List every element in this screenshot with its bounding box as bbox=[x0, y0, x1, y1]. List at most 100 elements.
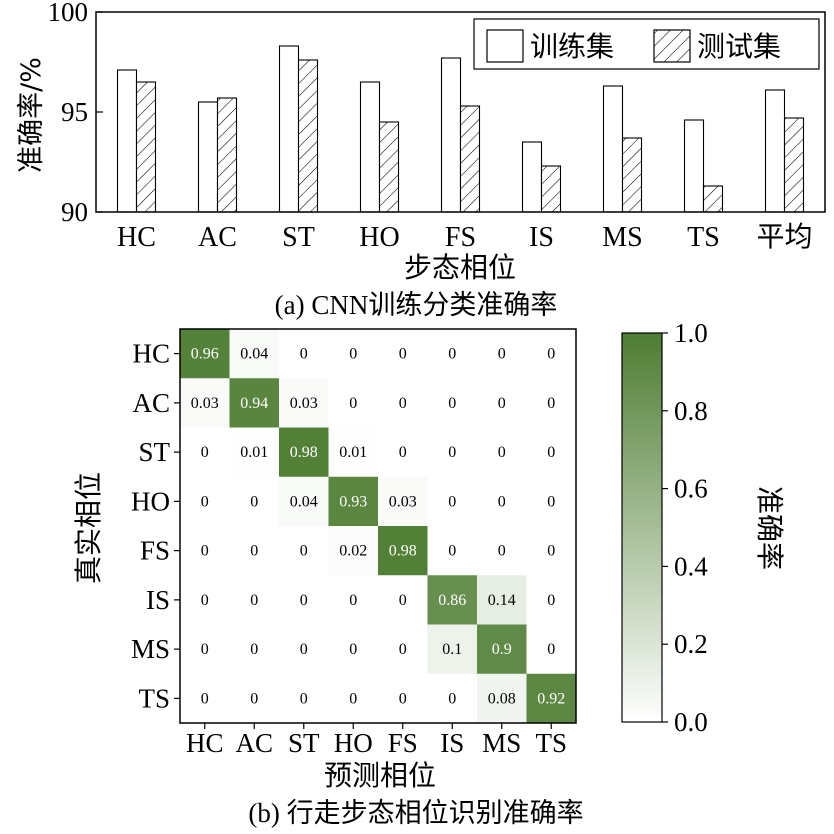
heatmap-cell-value: 0.04 bbox=[290, 493, 318, 510]
heatmap-cell bbox=[427, 526, 478, 576]
heatmap-cell-value: 0.08 bbox=[488, 690, 516, 707]
heatmap-cell bbox=[477, 378, 527, 428]
bar-train-2 bbox=[278, 45, 300, 213]
heatmap-cell bbox=[328, 476, 379, 527]
heatmap-cell bbox=[279, 329, 329, 379]
heatmap-cells: 0.96 0.04 0 0 0 0 0 0 0.03 0.94 0.03 0 0 0 0 0 0 0.01 0.98… bbox=[180, 329, 577, 724]
bar-y-axis-label: 准确率/% bbox=[16, 57, 47, 173]
heatmap-cell bbox=[180, 476, 230, 527]
bar-train-7 bbox=[683, 119, 705, 213]
heatmap-cell bbox=[279, 575, 329, 625]
heatmap-cell bbox=[229, 378, 280, 428]
heatmap-x-tick-label: HO bbox=[334, 728, 373, 758]
heatmap-cell-value: 0.9 bbox=[492, 641, 512, 658]
heatmap-cell-value: 0 bbox=[448, 444, 456, 461]
heatmap-y-tick-label: HC bbox=[132, 339, 170, 369]
heatmap-cell bbox=[526, 624, 577, 675]
heatmap-cell-value: 0.14 bbox=[488, 592, 516, 609]
heatmap-cell bbox=[279, 624, 329, 675]
heatmap-cell bbox=[328, 526, 379, 576]
heatmap-cell-value: 0 bbox=[349, 690, 357, 707]
heatmap-cell-value: 0 bbox=[349, 592, 357, 609]
heatmap-cell bbox=[378, 476, 428, 527]
heatmap-cell-value: 0 bbox=[498, 543, 506, 560]
heatmap-cell-value: 0 bbox=[399, 346, 407, 363]
heatmap-x-tick-label: FS bbox=[388, 728, 418, 758]
heatmap-cell-value: 0 bbox=[250, 641, 258, 658]
bar-test-5 bbox=[540, 165, 562, 213]
heatmap-cell bbox=[378, 378, 428, 428]
heatmap-panel: 0.96 0.04 0 0 0 0 0 0 0.03 0.94 0.03 0 0 0 0 0 0 0.01 0.98… bbox=[72, 318, 786, 828]
bar-train-8 bbox=[764, 89, 786, 213]
colorbar-tick-label: 0.8 bbox=[674, 396, 708, 426]
heatmap-cell-value: 0.94 bbox=[240, 395, 268, 412]
colorbar-gradient bbox=[621, 332, 663, 723]
heatmap-cell bbox=[328, 575, 379, 625]
heatmap-x-tick-label: HC bbox=[186, 728, 224, 758]
heatmap-cell bbox=[328, 427, 379, 478]
heatmap-cell bbox=[526, 378, 577, 428]
heatmap-cell-value: 0.03 bbox=[191, 395, 219, 412]
bar-x-tick-label: AC bbox=[198, 222, 237, 253]
bar-y-ticks: 90 95 100 bbox=[48, 0, 103, 227]
heatmap-x-tick-label: IS bbox=[440, 728, 464, 758]
heatmap-cell bbox=[180, 673, 230, 724]
heatmap-cell-value: 0 bbox=[448, 395, 456, 412]
heatmap-cell-value: 0.03 bbox=[389, 493, 417, 510]
colorbar-tick-label: 1.0 bbox=[674, 318, 708, 348]
heatmap-cell bbox=[328, 378, 379, 428]
heatmap-cell-value: 0 bbox=[498, 395, 506, 412]
bar-train-4 bbox=[440, 57, 462, 213]
heatmap-y-tick-label: FS bbox=[140, 536, 170, 566]
heatmap-cell bbox=[427, 427, 478, 478]
heatmap-cell bbox=[378, 673, 428, 724]
heatmap-cell-value: 0 bbox=[399, 641, 407, 658]
heatmap-cell bbox=[526, 575, 577, 625]
heatmap-cell bbox=[180, 526, 230, 576]
bar-test-2 bbox=[297, 59, 319, 213]
caption-a: (a) CNN训练分类准确率 bbox=[275, 290, 558, 320]
colorbar-tick-label: 0.4 bbox=[674, 551, 708, 581]
heatmap-cell-value: 0 bbox=[201, 444, 209, 461]
heatmap-cell bbox=[378, 624, 428, 675]
heatmap-y-tick-label: TS bbox=[138, 683, 170, 713]
heatmap-cell bbox=[180, 427, 230, 478]
heatmap-x-tick-label: TS bbox=[535, 728, 567, 758]
heatmap-cell-value: 0 bbox=[250, 543, 258, 560]
bar-x-tick-label: HC bbox=[117, 222, 156, 253]
heatmap-cell bbox=[378, 329, 428, 379]
bar-test-7 bbox=[702, 185, 724, 213]
heatmap-x-tick-label: MS bbox=[482, 728, 521, 758]
bar-test-8 bbox=[783, 117, 805, 213]
heatmap-y-tick-label: MS bbox=[131, 634, 170, 664]
heatmap-cell bbox=[427, 329, 478, 379]
heatmap-cell-value: 0.04 bbox=[240, 346, 268, 363]
heatmap-x-axis-label: 预测相位 bbox=[324, 759, 436, 792]
heatmap-cell bbox=[526, 476, 577, 527]
heatmap-y-tick-label: IS bbox=[146, 585, 170, 615]
bar-x-axis-label: 步态相位 bbox=[404, 251, 516, 284]
heatmap-cell-value: 0 bbox=[349, 641, 357, 658]
heatmap-cell-value: 0 bbox=[547, 641, 555, 658]
heatmap-cell-value: 0.01 bbox=[339, 444, 367, 461]
heatmap-cell bbox=[477, 624, 527, 675]
caption-b: (b) 行走步态相位识别准确率 bbox=[248, 798, 583, 828]
heatmap-y-tick-label: AC bbox=[132, 388, 170, 418]
heatmap-cell bbox=[279, 673, 329, 724]
bar-test-3 bbox=[378, 121, 400, 213]
heatmap-cell-value: 0 bbox=[300, 592, 308, 609]
bar-y-tick-label: 95 bbox=[61, 97, 88, 127]
heatmap-cell bbox=[526, 526, 577, 576]
legend-frame bbox=[473, 18, 820, 70]
heatmap-cell-value: 0 bbox=[498, 493, 506, 510]
heatmap-cell-value: 0.03 bbox=[290, 395, 318, 412]
heatmap-cell-value: 0.93 bbox=[339, 493, 367, 510]
heatmap-cell-value: 0 bbox=[547, 395, 555, 412]
heatmap-cell-value: 0 bbox=[300, 346, 308, 363]
heatmap-cell bbox=[229, 575, 280, 625]
colorbar: 0.0 0.2 0.4 0.6 0.8 1.0 准确率 bbox=[621, 318, 786, 737]
heatmap-cell-value: 0.86 bbox=[438, 592, 466, 609]
heatmap-x-tick-label: ST bbox=[288, 728, 320, 758]
bar-x-ticks: HC AC ST HO FS IS MS TS 平均 bbox=[117, 220, 812, 253]
